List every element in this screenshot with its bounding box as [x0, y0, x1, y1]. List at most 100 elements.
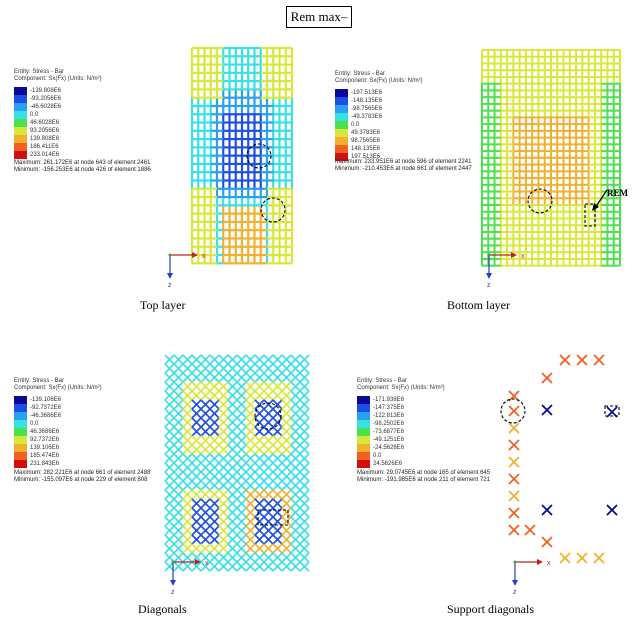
diagonal-bar	[227, 417, 238, 428]
diagonal-bar	[227, 408, 238, 419]
legend-swatch	[335, 121, 348, 129]
diagonal-bar	[236, 507, 247, 518]
legend-label: -148.135E6	[351, 98, 383, 104]
legend-swatch	[357, 460, 370, 468]
diagonal-bar	[182, 372, 193, 383]
legend-label: -49.1251E6	[373, 437, 405, 443]
diagonal-bar	[245, 507, 256, 518]
diagonal-bar	[200, 435, 211, 446]
highlight-circle	[254, 402, 282, 430]
axis-z-label: z	[487, 282, 491, 289]
axis-x-label: x	[205, 560, 209, 567]
support-diagonal	[559, 354, 571, 366]
diagonal-bar	[200, 498, 211, 509]
axis-z-label: z	[171, 589, 175, 596]
legend-swatch	[335, 105, 348, 113]
diagonal-bar	[299, 390, 310, 401]
legend-row: -148.135E6	[335, 97, 382, 105]
legend-label: 49.3783E6	[351, 130, 381, 136]
legend-row: -197.513E6	[335, 89, 382, 97]
diagonal-bar	[227, 426, 238, 437]
diagonal-bar	[200, 561, 211, 572]
diagonal-bar	[182, 462, 193, 473]
legend-swatch	[14, 111, 27, 119]
highlight-rect	[257, 509, 289, 526]
diagonal-bar	[263, 390, 274, 401]
diagonal-bar	[299, 408, 310, 419]
diagonal-bar	[173, 507, 184, 518]
diagonal-bar	[245, 498, 256, 509]
diagonal-bar	[236, 363, 247, 374]
diagonal-bar	[200, 363, 211, 374]
diagonal-bar	[164, 372, 175, 383]
legend-swatch	[14, 412, 27, 420]
rem-arrow-line	[594, 189, 608, 209]
diagonal-bar	[281, 426, 292, 437]
diagonal-bar	[200, 489, 211, 500]
support-diagonal	[508, 439, 520, 451]
diagonal-bar	[236, 417, 247, 428]
diagonal-bar	[164, 354, 175, 365]
diagonal-bar	[209, 408, 220, 419]
diagonal-bar	[191, 408, 202, 419]
diagonal-bar	[182, 498, 193, 509]
diagonal-bar	[182, 525, 193, 536]
diagonal-bar	[209, 498, 220, 509]
diagonal-bar	[272, 462, 283, 473]
diagonal-bar	[263, 480, 274, 491]
diagonal-bar	[191, 534, 202, 545]
diagonal-bar	[173, 471, 184, 482]
diagonal-bar	[263, 354, 274, 365]
diagonal-bar	[236, 390, 247, 401]
legend-swatch	[357, 396, 370, 404]
diagonal-bar	[209, 381, 220, 392]
diagonal-bar	[191, 507, 202, 518]
diagonal-bar	[200, 426, 211, 437]
diagonal-bar	[191, 399, 202, 410]
legend-label: 0.0	[30, 421, 39, 427]
diagonal-bar	[299, 543, 310, 554]
panel-caption: Diagonals	[138, 602, 187, 616]
diagonal-bar	[254, 534, 265, 545]
diagonal-bar	[290, 354, 301, 365]
diagonal-bar	[182, 561, 193, 572]
legend-label: -171.938E6	[373, 397, 405, 403]
diagonal-bar	[299, 462, 310, 473]
panel-bottom-layer: Entity: Stress - Bar Component: Sx(Fx) (…	[317, 49, 634, 370]
diagonal-bar	[254, 516, 265, 527]
diagonal-bar	[290, 507, 301, 518]
diagonal-bar	[173, 408, 184, 419]
diagonal-bar	[281, 354, 292, 365]
diagonal-bar	[191, 381, 202, 392]
diagonal-bar	[245, 543, 256, 554]
diagonal-bar	[227, 498, 238, 509]
diagonal-bar	[290, 381, 301, 392]
legend-row: -139.106E6	[14, 396, 61, 404]
diagonal-bar	[200, 543, 211, 554]
legend-swatch	[14, 95, 27, 103]
diagonal-bar	[299, 399, 310, 410]
diagonal-bar	[290, 444, 301, 455]
diagonal-bar	[164, 516, 175, 527]
legend-component: Component: Sx(Fx) (Units: N/m²)	[14, 385, 102, 391]
legend-component: Component: Sx(Fx) (Units: N/m²)	[335, 78, 423, 84]
diagonal-bar	[218, 480, 229, 491]
legend-swatch	[357, 404, 370, 412]
legend-row: 186.411E6	[14, 143, 61, 151]
legend-swatch	[14, 444, 27, 452]
diagonal-bar	[173, 561, 184, 572]
diagonal-bar	[245, 390, 256, 401]
legend-swatch	[14, 396, 27, 404]
diagonal-bar	[254, 525, 265, 536]
legend-label: 46.6028E6	[30, 120, 60, 126]
legend-swatch	[335, 153, 348, 161]
diagonal-bar	[209, 372, 220, 383]
diagonal-bar	[182, 543, 193, 554]
diagonal-bar	[227, 390, 238, 401]
diagonal-bar	[218, 534, 229, 545]
highlight-circle	[500, 398, 526, 424]
diagonal-bar	[254, 417, 265, 428]
legend-row: 185.474E6	[14, 452, 61, 460]
diagonal-bar	[236, 498, 247, 509]
diagonal-bar	[245, 462, 256, 473]
